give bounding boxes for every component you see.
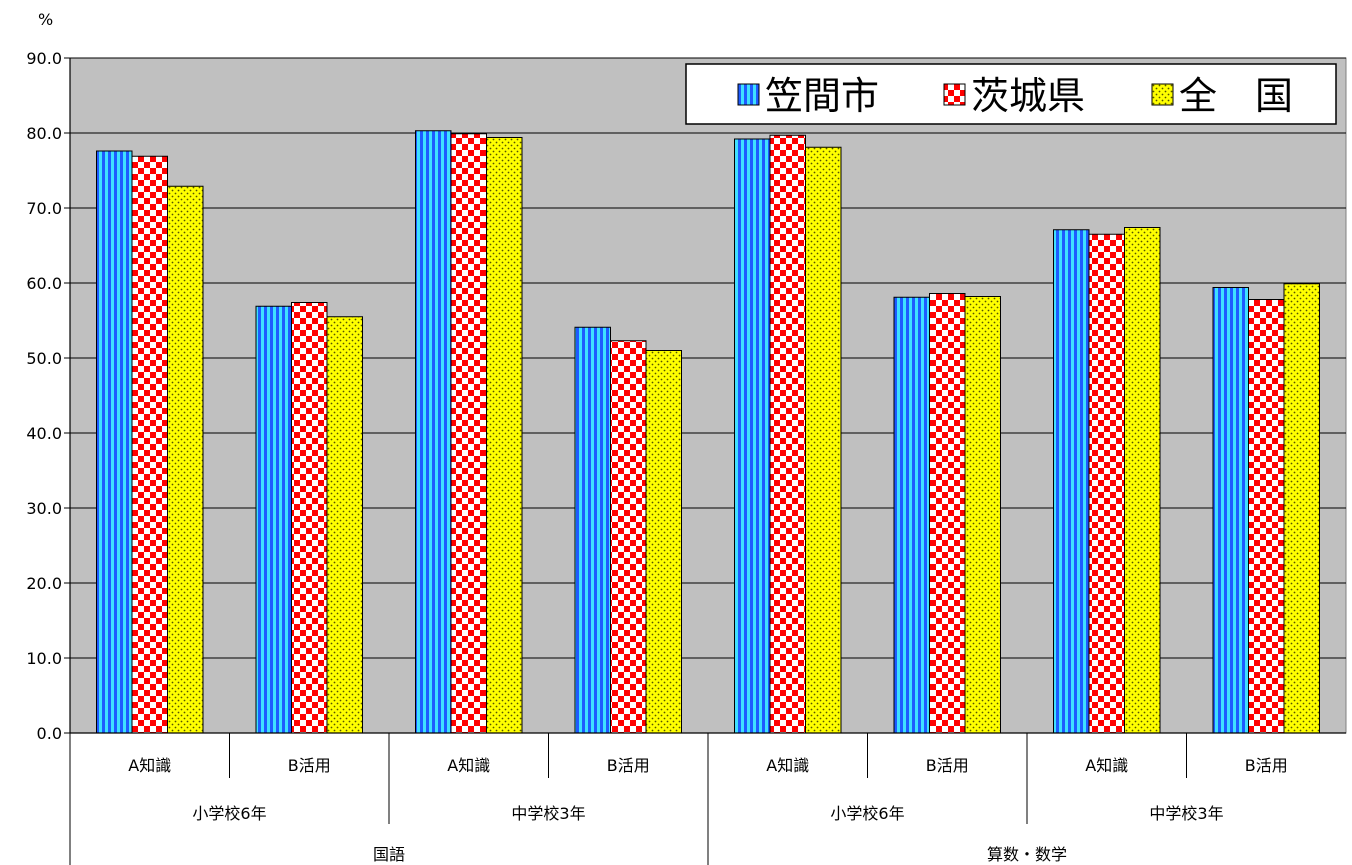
bar-1-7: [1053, 229, 1090, 734]
bar-2-4: [610, 340, 647, 734]
bars: [96, 130, 1320, 734]
y-tick-label: 80.0: [26, 124, 62, 143]
y-tick-label: 0.0: [37, 724, 62, 743]
bar-2-7: [1088, 233, 1125, 734]
school-group-label: 中学校3年: [1149, 804, 1223, 823]
bar-3-5: [805, 146, 842, 734]
y-tick-label: 40.0: [26, 424, 62, 443]
bar-3-6: [964, 296, 1001, 734]
bar-2-5: [769, 134, 806, 734]
bar-1-4: [574, 326, 611, 734]
legend-swatch: [943, 83, 966, 106]
school-group-label: 小学校6年: [192, 804, 266, 823]
bar-1-3: [415, 130, 452, 734]
category-label: A知識: [447, 756, 490, 775]
legend-box: [685, 63, 1337, 125]
y-unit-label: %: [38, 10, 53, 29]
bar-3-2: [326, 316, 363, 734]
category-label: B活用: [1245, 756, 1288, 775]
school-group-label: 中学校3年: [511, 804, 585, 823]
bar-1-1: [96, 150, 133, 734]
bar-1-2: [255, 305, 292, 734]
bar-2-3: [450, 133, 487, 734]
bar-2-6: [929, 293, 966, 734]
category-label: B活用: [607, 756, 650, 775]
subject-group-label: 国語: [373, 845, 405, 864]
legend-swatch: [737, 83, 760, 106]
category-label: A知識: [128, 756, 171, 775]
category-label: B活用: [288, 756, 331, 775]
y-tick-label: 20.0: [26, 574, 62, 593]
category-label: B活用: [926, 756, 969, 775]
category-label: A知識: [1085, 756, 1128, 775]
category-label: A知識: [766, 756, 809, 775]
bar-2-2: [291, 302, 328, 734]
y-tick-label: 90.0: [26, 49, 62, 68]
bar-2-1: [131, 155, 168, 734]
legend-label: 全 国: [1179, 74, 1293, 118]
y-tick-label: 50.0: [26, 349, 62, 368]
school-group-label: 小学校6年: [830, 804, 904, 823]
bar-3-3: [486, 137, 523, 734]
legend: 笠間市 茨城県 全 国: [685, 63, 1337, 125]
bar-3-1: [167, 185, 204, 734]
bar-3-8: [1283, 283, 1320, 734]
bar-1-6: [893, 296, 930, 734]
legend-label: 笠間市: [765, 74, 879, 118]
bar-1-5: [734, 138, 771, 734]
subject-group-label: 算数・数学: [987, 845, 1067, 864]
bar-2-8: [1248, 299, 1285, 734]
bar-1-8: [1212, 287, 1249, 734]
bar-3-7: [1124, 227, 1161, 734]
y-tick-label: 60.0: [26, 274, 62, 293]
y-axis: 0.0 10.0 20.0 30.0 40.0 50.0 60.0 70.0 80.0 90.0: [26, 49, 71, 743]
y-tick-label: 30.0: [26, 499, 62, 518]
legend-label: 茨城県: [971, 74, 1085, 118]
y-tick-label: 10.0: [26, 649, 62, 668]
legend-swatch: [1151, 83, 1174, 106]
bar-3-4: [645, 350, 682, 734]
y-tick-label: 70.0: [26, 199, 62, 218]
